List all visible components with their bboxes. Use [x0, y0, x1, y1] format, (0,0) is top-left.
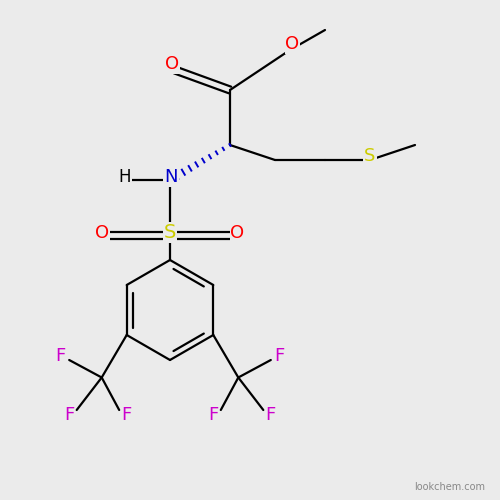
- Text: N: N: [164, 168, 178, 186]
- Text: H: H: [119, 168, 131, 186]
- Text: S: S: [164, 223, 176, 242]
- Text: F: F: [55, 347, 66, 365]
- Text: S: S: [364, 147, 376, 165]
- Text: F: F: [122, 406, 132, 424]
- Text: O: O: [166, 55, 179, 73]
- Text: F: F: [274, 347, 285, 365]
- Text: lookchem.com: lookchem.com: [414, 482, 485, 492]
- Text: O: O: [286, 35, 300, 53]
- Text: F: F: [64, 406, 74, 424]
- Text: F: F: [208, 406, 218, 424]
- Text: F: F: [266, 406, 276, 424]
- Text: O: O: [230, 224, 244, 242]
- Text: O: O: [96, 224, 110, 242]
